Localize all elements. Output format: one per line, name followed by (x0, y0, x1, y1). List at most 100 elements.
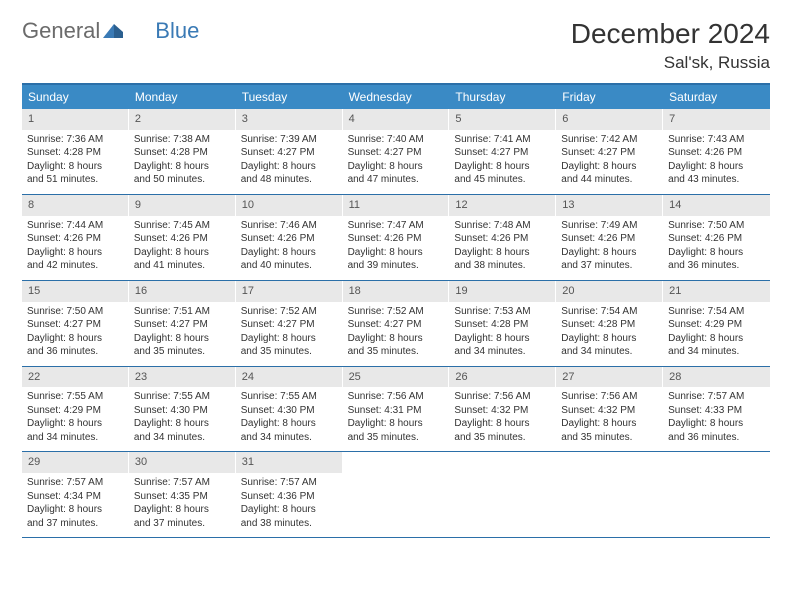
day-line: and 51 minutes. (27, 173, 124, 187)
day-line: and 41 minutes. (134, 259, 231, 273)
day-line: Sunset: 4:35 PM (134, 490, 231, 504)
day-line: Sunrise: 7:43 AM (668, 133, 765, 147)
day-body: Sunrise: 7:39 AMSunset: 4:27 PMDaylight:… (236, 130, 343, 194)
day-line: Sunset: 4:28 PM (561, 318, 658, 332)
day-line: Daylight: 8 hours (27, 332, 124, 346)
day-cell: 7Sunrise: 7:43 AMSunset: 4:26 PMDaylight… (663, 109, 770, 194)
day-line: Daylight: 8 hours (454, 417, 551, 431)
day-line: Daylight: 8 hours (561, 417, 658, 431)
day-line: Sunrise: 7:55 AM (241, 390, 338, 404)
day-number: 11 (343, 195, 450, 216)
day-line: Daylight: 8 hours (134, 246, 231, 260)
day-cell: 21Sunrise: 7:54 AMSunset: 4:29 PMDayligh… (663, 281, 770, 366)
day-line: Sunset: 4:27 PM (134, 318, 231, 332)
day-cell: 30Sunrise: 7:57 AMSunset: 4:35 PMDayligh… (129, 452, 236, 537)
day-number: 5 (449, 109, 556, 130)
day-line: and 34 minutes. (134, 431, 231, 445)
day-line: Daylight: 8 hours (561, 160, 658, 174)
day-body: Sunrise: 7:53 AMSunset: 4:28 PMDaylight:… (449, 302, 556, 366)
day-line: Sunset: 4:27 PM (454, 146, 551, 160)
day-cell: 28Sunrise: 7:57 AMSunset: 4:33 PMDayligh… (663, 367, 770, 452)
day-number: 21 (663, 281, 770, 302)
day-line: Daylight: 8 hours (668, 417, 765, 431)
day-line: Sunrise: 7:49 AM (561, 219, 658, 233)
calendar: SundayMondayTuesdayWednesdayThursdayFrid… (22, 83, 770, 538)
day-body: Sunrise: 7:50 AMSunset: 4:27 PMDaylight:… (22, 302, 129, 366)
day-cell: 27Sunrise: 7:56 AMSunset: 4:32 PMDayligh… (556, 367, 663, 452)
day-number: 19 (449, 281, 556, 302)
day-body: Sunrise: 7:51 AMSunset: 4:27 PMDaylight:… (129, 302, 236, 366)
day-line: Daylight: 8 hours (454, 246, 551, 260)
day-line: Sunset: 4:26 PM (241, 232, 338, 246)
day-line: Sunset: 4:28 PM (27, 146, 124, 160)
day-number: 18 (343, 281, 450, 302)
day-number (556, 452, 663, 473)
week-row: 22Sunrise: 7:55 AMSunset: 4:29 PMDayligh… (22, 367, 770, 453)
day-line: Daylight: 8 hours (27, 160, 124, 174)
day-number: 17 (236, 281, 343, 302)
day-cell: 3Sunrise: 7:39 AMSunset: 4:27 PMDaylight… (236, 109, 343, 194)
day-body: Sunrise: 7:55 AMSunset: 4:30 PMDaylight:… (236, 387, 343, 451)
day-line: Daylight: 8 hours (27, 503, 124, 517)
day-line: Daylight: 8 hours (134, 332, 231, 346)
day-number: 9 (129, 195, 236, 216)
day-cell: 17Sunrise: 7:52 AMSunset: 4:27 PMDayligh… (236, 281, 343, 366)
day-line: Sunrise: 7:47 AM (348, 219, 445, 233)
day-line: Sunset: 4:28 PM (134, 146, 231, 160)
day-cell: 8Sunrise: 7:44 AMSunset: 4:26 PMDaylight… (22, 195, 129, 280)
weekday-label: Wednesday (343, 85, 450, 109)
day-cell: 26Sunrise: 7:56 AMSunset: 4:32 PMDayligh… (449, 367, 556, 452)
day-cell: 4Sunrise: 7:40 AMSunset: 4:27 PMDaylight… (343, 109, 450, 194)
day-cell (663, 452, 770, 537)
day-line: Daylight: 8 hours (241, 332, 338, 346)
day-cell: 1Sunrise: 7:36 AMSunset: 4:28 PMDaylight… (22, 109, 129, 194)
weekday-label: Sunday (22, 85, 129, 109)
day-body: Sunrise: 7:56 AMSunset: 4:32 PMDaylight:… (449, 387, 556, 451)
day-line: Daylight: 8 hours (241, 503, 338, 517)
day-line: Sunset: 4:26 PM (561, 232, 658, 246)
day-line: Sunset: 4:27 PM (348, 318, 445, 332)
day-number: 10 (236, 195, 343, 216)
day-line: Sunrise: 7:53 AM (454, 305, 551, 319)
day-line: Sunset: 4:34 PM (27, 490, 124, 504)
day-line: and 35 minutes. (348, 345, 445, 359)
day-number: 30 (129, 452, 236, 473)
day-line: Daylight: 8 hours (27, 417, 124, 431)
day-line: Sunrise: 7:38 AM (134, 133, 231, 147)
day-line: Sunset: 4:26 PM (134, 232, 231, 246)
day-body: Sunrise: 7:52 AMSunset: 4:27 PMDaylight:… (236, 302, 343, 366)
day-line: Sunrise: 7:50 AM (668, 219, 765, 233)
day-line: Sunset: 4:26 PM (668, 232, 765, 246)
day-line: and 35 minutes. (348, 431, 445, 445)
day-number: 28 (663, 367, 770, 388)
week-row: 15Sunrise: 7:50 AMSunset: 4:27 PMDayligh… (22, 281, 770, 367)
day-line: and 36 minutes. (668, 259, 765, 273)
day-line: and 38 minutes. (454, 259, 551, 273)
weekday-label: Friday (556, 85, 663, 109)
day-cell: 16Sunrise: 7:51 AMSunset: 4:27 PMDayligh… (129, 281, 236, 366)
day-line: and 35 minutes. (134, 345, 231, 359)
day-line: and 35 minutes. (561, 431, 658, 445)
day-line: and 34 minutes. (561, 345, 658, 359)
day-line: Sunrise: 7:44 AM (27, 219, 124, 233)
day-line: Daylight: 8 hours (134, 503, 231, 517)
day-line: Daylight: 8 hours (348, 417, 445, 431)
day-line: Daylight: 8 hours (241, 160, 338, 174)
day-line: Sunset: 4:33 PM (668, 404, 765, 418)
day-body: Sunrise: 7:55 AMSunset: 4:30 PMDaylight:… (129, 387, 236, 451)
day-line: Sunrise: 7:56 AM (561, 390, 658, 404)
day-number: 15 (22, 281, 129, 302)
logo: General Blue (22, 18, 199, 44)
day-line: Sunrise: 7:57 AM (241, 476, 338, 490)
day-line: Sunset: 4:27 PM (27, 318, 124, 332)
day-line: and 37 minutes. (134, 517, 231, 531)
day-line: and 34 minutes. (668, 345, 765, 359)
day-number: 7 (663, 109, 770, 130)
day-line: Daylight: 8 hours (348, 332, 445, 346)
day-cell: 9Sunrise: 7:45 AMSunset: 4:26 PMDaylight… (129, 195, 236, 280)
day-line: Sunrise: 7:40 AM (348, 133, 445, 147)
day-line: Sunset: 4:36 PM (241, 490, 338, 504)
day-number: 20 (556, 281, 663, 302)
day-cell: 15Sunrise: 7:50 AMSunset: 4:27 PMDayligh… (22, 281, 129, 366)
title-block: December 2024 Sal'sk, Russia (571, 18, 770, 73)
